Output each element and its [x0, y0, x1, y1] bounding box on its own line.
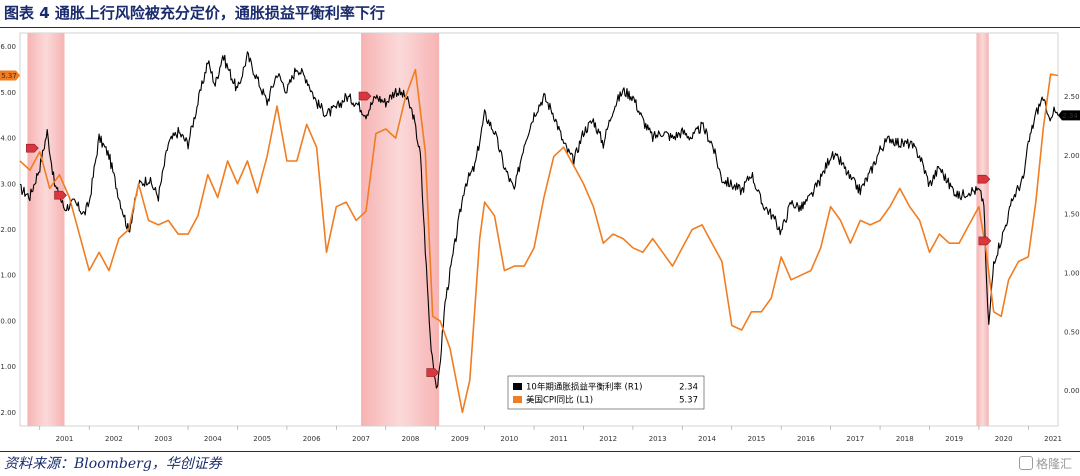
- x-tick-label: 2021: [1044, 435, 1062, 443]
- right-axis-tick: 1.00: [1064, 270, 1080, 278]
- left-axis-tick: 3.00: [0, 180, 16, 188]
- legend-box: [507, 375, 705, 410]
- event-marker-3: [426, 368, 440, 377]
- left-axis-tick: 2.00: [0, 226, 16, 234]
- right-axis-tick: 0.50: [1064, 328, 1080, 336]
- legend-swatch-cpi: [513, 396, 522, 403]
- left-value-tag: 5.37: [1, 72, 17, 80]
- x-tick-label: 2009: [451, 435, 469, 443]
- event-marker-5: [978, 236, 992, 246]
- legend-value-cpi: 5.37: [679, 396, 698, 406]
- legend-value-breakeven: 2.34: [679, 383, 698, 393]
- x-tick-label: 2004: [204, 435, 222, 443]
- title-rule: [0, 27, 1080, 28]
- x-tick-label: 2008: [402, 435, 420, 443]
- event-marker-4: [977, 174, 991, 184]
- left-axis-tick: 1.00: [0, 272, 16, 280]
- right-axis-tick: 1.50: [1064, 211, 1080, 219]
- x-tick-label: 2014: [698, 435, 716, 443]
- left-axis-tick: 0.00: [0, 317, 16, 325]
- x-tick-label: 2005: [253, 435, 271, 443]
- left-axis-tick: -1.00: [0, 363, 16, 371]
- x-tick-label: 2018: [896, 435, 914, 443]
- recession-band-0: [27, 33, 65, 426]
- right-axis-tick: 0.00: [1064, 387, 1080, 395]
- left-axis-tick: 4.00: [0, 135, 16, 143]
- left-value-tag-shape: [0, 70, 20, 81]
- left-axis-tick: 5.00: [0, 89, 16, 97]
- legend-swatch-breakeven: [513, 383, 522, 390]
- x-tick-label: 2013: [649, 435, 667, 443]
- right-value-tag: 2.34: [1062, 112, 1078, 120]
- legend-label-breakeven: 10年期通胀损益平衡利率 (R1): [526, 382, 642, 393]
- x-tick-label: 2020: [995, 435, 1013, 443]
- watermark: 格隆汇: [1018, 455, 1072, 472]
- x-tick-label: 2012: [599, 435, 617, 443]
- event-marker-1: [54, 190, 67, 200]
- x-tick-label: 2017: [846, 435, 864, 443]
- watermark-text: 格隆汇: [1035, 457, 1072, 471]
- x-tick-label: 2015: [748, 435, 766, 443]
- x-tick-label: 2016: [797, 435, 815, 443]
- source-note: 资料来源：Bloomberg，华创证券: [4, 456, 222, 472]
- plot-frame: [19, 32, 1059, 427]
- cpi-line: [19, 68, 1059, 414]
- x-tick-label: 2019: [945, 435, 963, 443]
- right-value-tag-shape: [1058, 110, 1080, 121]
- x-tick-label: 2001: [56, 435, 74, 443]
- legend-label-cpi: 美国CPI同比 (L1): [526, 395, 593, 406]
- source-rule: [0, 451, 1080, 452]
- event-marker-2: [358, 91, 372, 101]
- left-axis-tick: 6.00: [0, 43, 16, 51]
- figure-title: 图表 4 通胀上行风险被充分定价，通胀损益平衡利率下行: [4, 4, 385, 22]
- chart-legend: 10年期通胀损益平衡利率 (R1) 2.34 美国CPI同比 (L1) 5.37: [507, 375, 705, 410]
- event-marker-0: [26, 143, 39, 153]
- breakeven-line: [19, 51, 1059, 389]
- x-tick-label: 2010: [500, 435, 518, 443]
- x-tick-label: 2006: [303, 435, 321, 443]
- x-tick-label: 2003: [154, 435, 172, 443]
- watermark-logo-icon: [1018, 456, 1033, 470]
- x-tick-label: 2007: [352, 435, 370, 443]
- right-axis-tick: 2.50: [1064, 93, 1080, 101]
- x-tick-label: 2002: [105, 435, 123, 443]
- right-axis-tick: 2.00: [1064, 152, 1080, 160]
- left-axis-tick: -2.00: [0, 409, 16, 417]
- x-tick-label: 2011: [550, 435, 568, 443]
